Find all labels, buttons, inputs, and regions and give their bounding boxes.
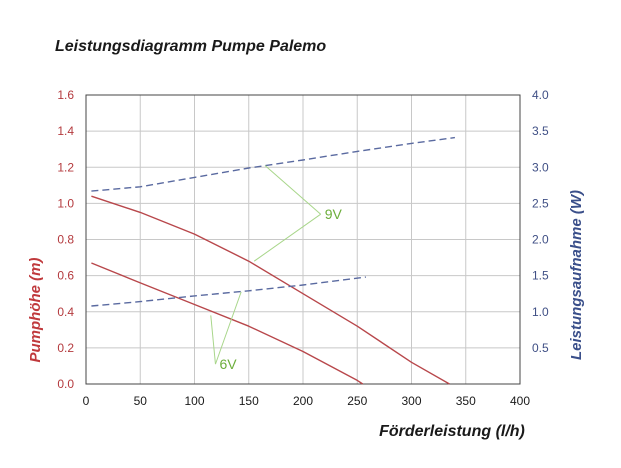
x-tick-label: 150 (239, 394, 259, 408)
annotation-pointer (264, 165, 322, 215)
y-right-tick-label: 0.5 (532, 341, 549, 355)
grid (85, 94, 521, 385)
annotation-pointer (214, 291, 242, 365)
y-right-tick-label: 3.0 (532, 160, 549, 174)
y-left-tick-label: 0.4 (57, 305, 74, 319)
y-left-tick-label: 1.0 (57, 196, 74, 210)
x-tick-label: 0 (83, 394, 90, 408)
series-line-3 (91, 276, 366, 307)
x-tick-label: 200 (293, 394, 313, 408)
y-left-tick-label: 0.6 (57, 269, 74, 283)
x-tick-label: 300 (401, 394, 421, 408)
y-right-tick-label: 4.0 (532, 88, 549, 102)
annotation-pointer (253, 213, 321, 262)
x-tick-label: 350 (456, 394, 476, 408)
x-tick-label: 400 (510, 394, 530, 408)
y-left-tick-label: 1.6 (57, 88, 74, 102)
x-tick-label: 250 (347, 394, 367, 408)
y-left-tick-label: 1.2 (57, 160, 74, 174)
y-axis-right-label: Leistungsaufnahme (W) (568, 190, 585, 360)
y-right-tick-label: 1.0 (532, 305, 549, 319)
y-right-tick-label: 2.5 (532, 196, 549, 210)
series-line-0 (91, 195, 450, 385)
y-right-tick-label: 2.0 (532, 233, 549, 247)
chart-title: Leistungsdiagramm Pumpe Palemo (55, 38, 326, 55)
y-left-tick-label: 1.4 (57, 124, 74, 138)
plot-frame (85, 94, 521, 385)
y-axis-left-label: Pumphöhe (m) (27, 258, 44, 363)
x-tick-label: 100 (184, 394, 204, 408)
annotation-pointer (210, 315, 216, 365)
y-left-tick-label: 0.8 (57, 233, 74, 247)
series-line-2 (91, 136, 455, 192)
series-line-1 (91, 262, 364, 385)
annotation-layer: 9V 6V (210, 165, 343, 372)
y-right-tick-label: 3.5 (532, 124, 549, 138)
y-left-tick-label: 0.2 (57, 341, 74, 355)
y-left-tick-label: 0.0 (57, 377, 74, 391)
annotation-label: 6V (219, 356, 237, 372)
y-right-tick-label: 1.5 (532, 269, 549, 283)
tick-labels: 0 50 100 150 200 250 300 350 400 0.0 0.2 0.4 0.6 0.8 1… (57, 88, 549, 408)
x-axis-label: Förderleistung (l/h) (379, 423, 525, 440)
x-tick-label: 50 (134, 394, 148, 408)
annotation-label: 9V (325, 206, 343, 222)
series-layer (91, 136, 455, 385)
